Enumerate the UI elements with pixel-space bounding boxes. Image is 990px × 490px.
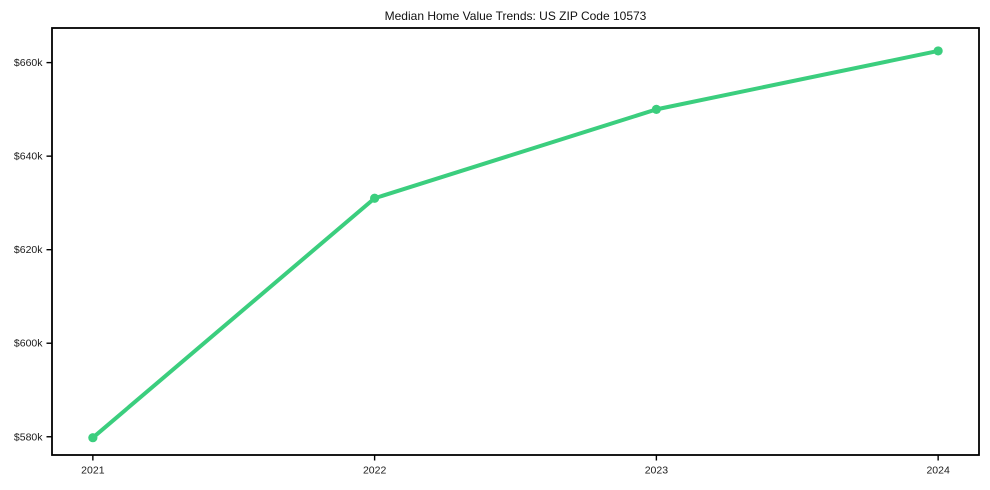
- x-tick-label: 2024: [926, 465, 950, 477]
- data-point-2024: [933, 46, 943, 56]
- y-tick-label: $600k: [14, 338, 43, 350]
- y-tick-label: $620k: [14, 244, 43, 256]
- chart-title: Median Home Value Trends: US ZIP Code 10…: [385, 9, 647, 23]
- x-tick-label: 2023: [645, 465, 669, 477]
- x-tick-label: 2021: [81, 465, 105, 477]
- data-point-2023: [651, 104, 661, 114]
- y-tick-label: $580k: [14, 431, 43, 443]
- y-tick-label: $640k: [14, 151, 43, 163]
- plot-border: [51, 27, 980, 456]
- y-tick-label: $660k: [14, 57, 43, 69]
- plot-layer: $580k $600k $620k $640k $660k 2021 2022 2023 202…: [14, 27, 980, 477]
- data-point-2021: [88, 433, 98, 443]
- trend-line: [90, 48, 941, 440]
- data-point-2022: [370, 193, 380, 203]
- x-tick-label: 2022: [363, 465, 387, 477]
